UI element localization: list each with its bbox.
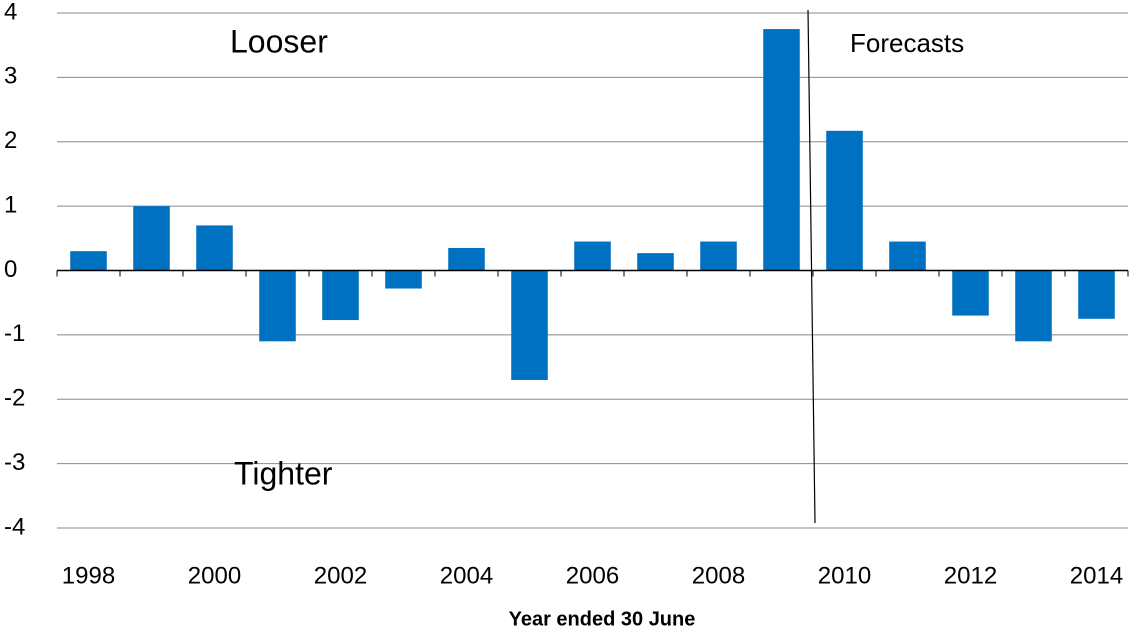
forecast-divider	[807, 9, 816, 524]
y-tick-label: 0	[4, 256, 17, 283]
bar	[385, 270, 422, 289]
bar	[700, 241, 737, 271]
bar	[952, 270, 989, 316]
x-tick-label: 2008	[692, 562, 745, 589]
y-tick-label: -2	[4, 385, 25, 412]
bar	[1078, 270, 1115, 319]
y-tick-label: 1	[4, 191, 17, 218]
bar	[763, 29, 800, 271]
bar	[826, 130, 863, 271]
x-axis-title: Year ended 30 June	[509, 608, 696, 630]
bar	[196, 225, 233, 271]
y-tick-label: -1	[4, 320, 25, 347]
y-tick-label: 2	[4, 127, 17, 154]
x-tick-label: 2014	[1070, 562, 1123, 589]
bar	[511, 270, 548, 380]
bar	[259, 270, 296, 342]
x-tick-label: 2004	[440, 562, 493, 589]
x-tick-label: 2006	[566, 562, 619, 589]
y-tick-label: -4	[4, 513, 25, 540]
annotation: Tighter	[234, 455, 333, 491]
x-tick-label: 2000	[188, 562, 241, 589]
bar	[574, 241, 611, 271]
bar	[889, 241, 926, 271]
bar	[322, 270, 359, 321]
y-tick-label: -3	[4, 449, 25, 476]
y-tick-label: 4	[4, 0, 17, 25]
y-tick-label: 3	[4, 63, 17, 90]
bar	[70, 251, 107, 271]
x-tick-label: 1998	[62, 562, 115, 589]
x-tick-label: 2010	[818, 562, 871, 589]
bar	[1015, 270, 1052, 342]
annotation: Forecasts	[850, 28, 964, 58]
bar	[448, 247, 485, 271]
annotation: Looser	[230, 23, 328, 59]
x-tick-label: 2002	[314, 562, 367, 589]
x-tick-label: 2012	[944, 562, 997, 589]
bar	[133, 206, 170, 271]
bar	[637, 253, 674, 271]
